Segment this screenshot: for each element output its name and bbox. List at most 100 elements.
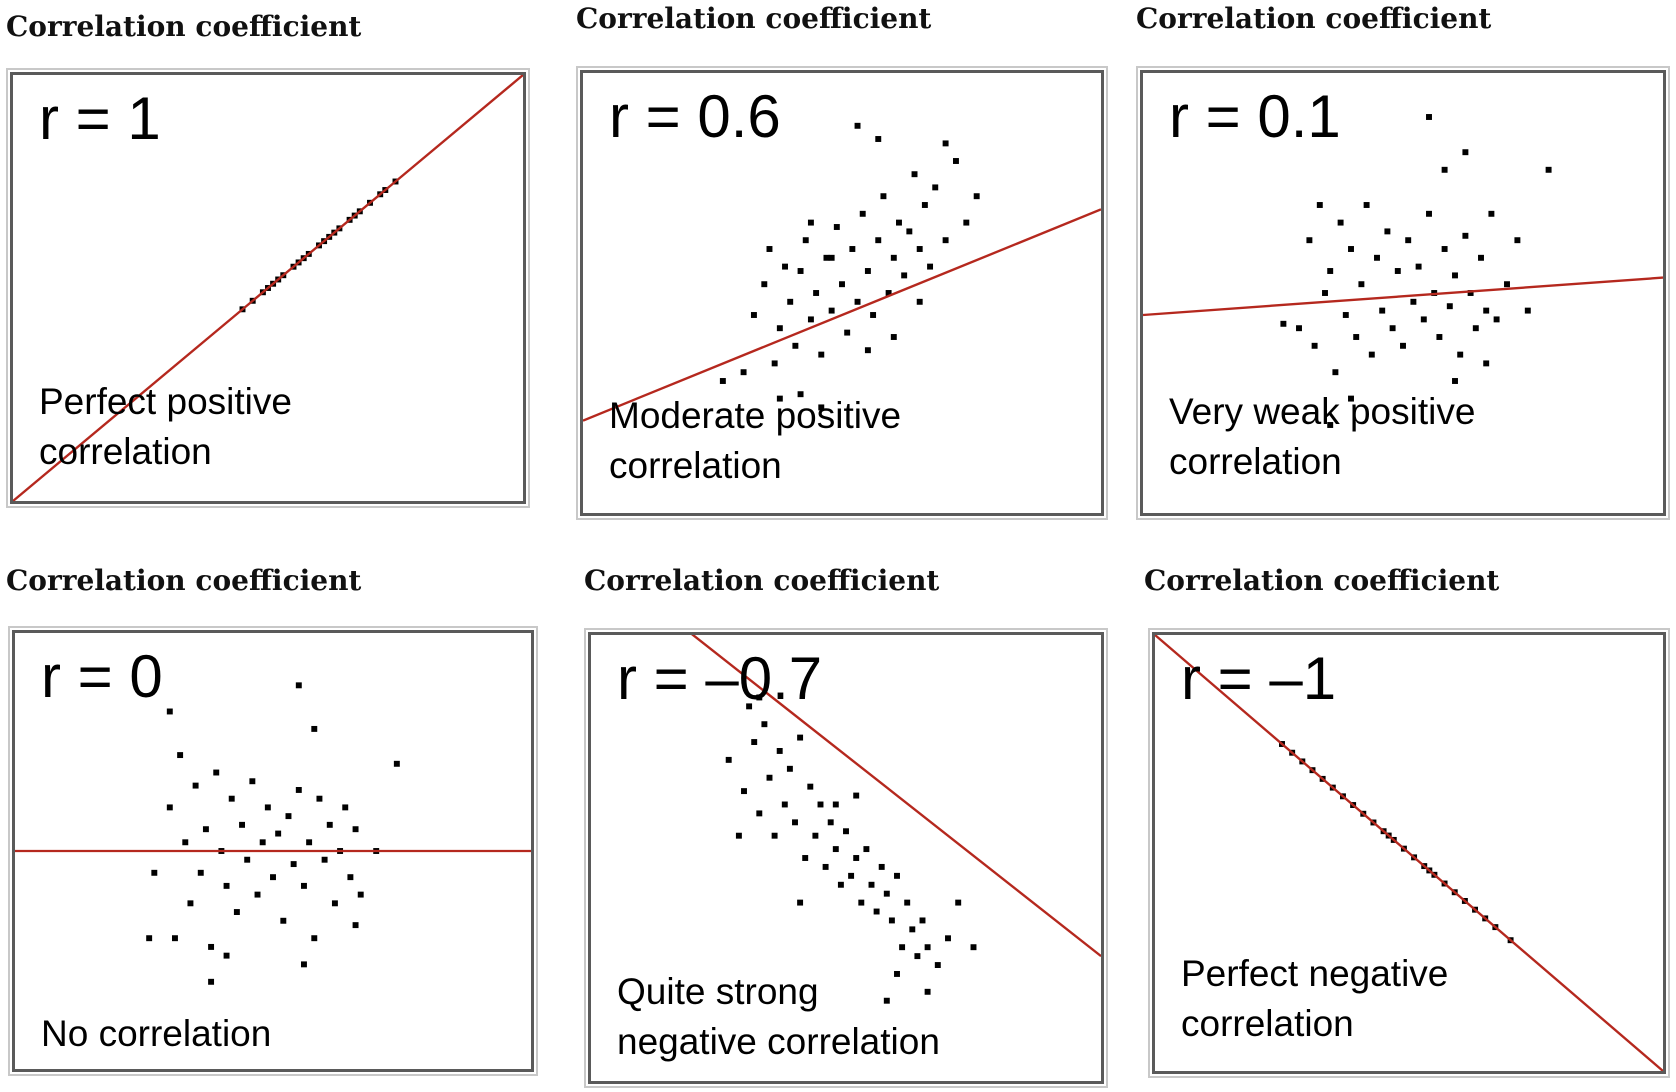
data-point-15 bbox=[812, 832, 819, 839]
panel-3-chart: r = 0.1 Very weak positive correlation bbox=[1136, 66, 1670, 520]
r-value-label: r = –1 bbox=[1181, 645, 1337, 712]
r-value-label: r = 0 bbox=[41, 643, 163, 710]
data-point-39 bbox=[952, 158, 959, 164]
data-point-1 bbox=[725, 756, 732, 763]
data-point-34 bbox=[909, 926, 916, 933]
data-point-35 bbox=[921, 202, 928, 208]
data-point-33 bbox=[1462, 232, 1469, 239]
panel-1-chart: r = 1 Perfect positive correlation bbox=[6, 68, 530, 508]
description-line-2: negative correlation bbox=[617, 1020, 940, 1062]
data-point-52 bbox=[807, 219, 814, 226]
panel-2-chart: r = 0.6 Moderate positive correlation bbox=[576, 66, 1108, 520]
scatter-plot-area bbox=[583, 122, 1101, 422]
data-point-9 bbox=[1337, 219, 1344, 226]
data-point-4 bbox=[177, 752, 184, 759]
data-point-21 bbox=[849, 246, 856, 252]
correlation-description: No correlation bbox=[41, 1009, 271, 1059]
panel-3-title: Correlation coefficient bbox=[1136, 2, 1492, 35]
data-point-32 bbox=[906, 228, 913, 235]
description-line-1: No correlation bbox=[41, 1013, 272, 1054]
description-line-2: correlation bbox=[1181, 1002, 1354, 1044]
data-point-43 bbox=[166, 708, 173, 715]
data-point-8 bbox=[197, 869, 204, 876]
data-point-34 bbox=[1467, 290, 1474, 296]
data-point-9 bbox=[787, 298, 794, 305]
data-point-14 bbox=[807, 783, 814, 790]
data-point-4 bbox=[756, 810, 763, 817]
data-point-33 bbox=[911, 171, 918, 178]
data-point-31 bbox=[1452, 272, 1458, 279]
data-point-10 bbox=[792, 342, 799, 349]
description-line-1: Very weak positive bbox=[1169, 391, 1476, 432]
data-point-18 bbox=[827, 819, 834, 826]
correlation-description: Perfect negative correlation bbox=[1181, 949, 1448, 1049]
description-line-2: correlation bbox=[609, 444, 782, 486]
data-point-41 bbox=[746, 703, 753, 710]
data-point-40 bbox=[1504, 281, 1510, 288]
data-point-4 bbox=[761, 281, 768, 288]
data-point-36 bbox=[927, 263, 934, 270]
description-line-1: Quite strong bbox=[617, 971, 819, 1012]
data-point-21 bbox=[843, 828, 849, 835]
data-point-16 bbox=[1374, 254, 1380, 261]
data-point-44 bbox=[1441, 166, 1448, 173]
data-point-41 bbox=[1514, 237, 1521, 244]
data-point-15 bbox=[233, 909, 240, 915]
data-point-47 bbox=[1348, 395, 1354, 402]
data-point-46 bbox=[894, 970, 900, 977]
data-point-31 bbox=[901, 272, 908, 279]
data-point-32 bbox=[1457, 351, 1464, 358]
data-point-49 bbox=[1483, 360, 1490, 367]
data-point-23 bbox=[275, 830, 282, 837]
data-point-28 bbox=[878, 863, 885, 870]
data-point-19 bbox=[254, 891, 261, 898]
data-point-51 bbox=[828, 254, 835, 261]
data-point-50 bbox=[1545, 166, 1552, 173]
data-point-26 bbox=[290, 861, 297, 868]
data-point-27 bbox=[295, 787, 302, 793]
data-point-19 bbox=[1389, 325, 1396, 332]
panel-5-title: Correlation coefficient bbox=[584, 564, 940, 597]
data-point-32 bbox=[899, 944, 906, 951]
data-point-48 bbox=[864, 347, 871, 354]
data-point-39 bbox=[357, 891, 364, 898]
data-point-25 bbox=[863, 846, 870, 853]
data-point-27 bbox=[880, 193, 887, 200]
data-point-37 bbox=[1483, 307, 1490, 314]
data-point-6 bbox=[766, 774, 773, 781]
data-point-11 bbox=[792, 819, 798, 826]
data-point-12 bbox=[1353, 334, 1360, 340]
data-point-13 bbox=[807, 316, 814, 323]
data-point-18 bbox=[833, 224, 840, 230]
data-point-28 bbox=[300, 882, 307, 889]
data-point-32 bbox=[321, 856, 328, 863]
panel-5-chart: r = –0.7 Quite strong negative correlati… bbox=[584, 628, 1108, 1088]
data-point-2 bbox=[741, 788, 747, 795]
regression-line bbox=[1155, 635, 1663, 1071]
data-point-38 bbox=[934, 962, 941, 969]
data-point-19 bbox=[839, 281, 845, 288]
data-point-47 bbox=[924, 988, 931, 995]
data-point-13 bbox=[223, 882, 230, 889]
data-point-42 bbox=[1524, 307, 1531, 314]
data-point-10 bbox=[208, 943, 215, 950]
data-point-25 bbox=[1420, 316, 1427, 323]
data-point-20 bbox=[837, 881, 844, 888]
data-point-29 bbox=[883, 890, 890, 897]
data-point-18 bbox=[249, 778, 256, 785]
data-point-44 bbox=[973, 193, 980, 200]
data-point-2 bbox=[740, 369, 747, 376]
data-point-2 bbox=[1296, 325, 1302, 332]
data-point-5 bbox=[761, 721, 768, 728]
data-point-46 bbox=[818, 404, 825, 411]
data-point-42 bbox=[875, 136, 882, 142]
data-point-4 bbox=[1311, 342, 1318, 349]
data-point-3 bbox=[1306, 237, 1313, 244]
regression-line bbox=[13, 75, 523, 501]
data-point-24 bbox=[280, 917, 287, 924]
data-point-37 bbox=[932, 184, 939, 191]
data-point-13 bbox=[1358, 281, 1365, 288]
data-point-28 bbox=[1436, 334, 1443, 340]
data-point-16 bbox=[817, 801, 824, 808]
data-point-26 bbox=[868, 881, 875, 888]
